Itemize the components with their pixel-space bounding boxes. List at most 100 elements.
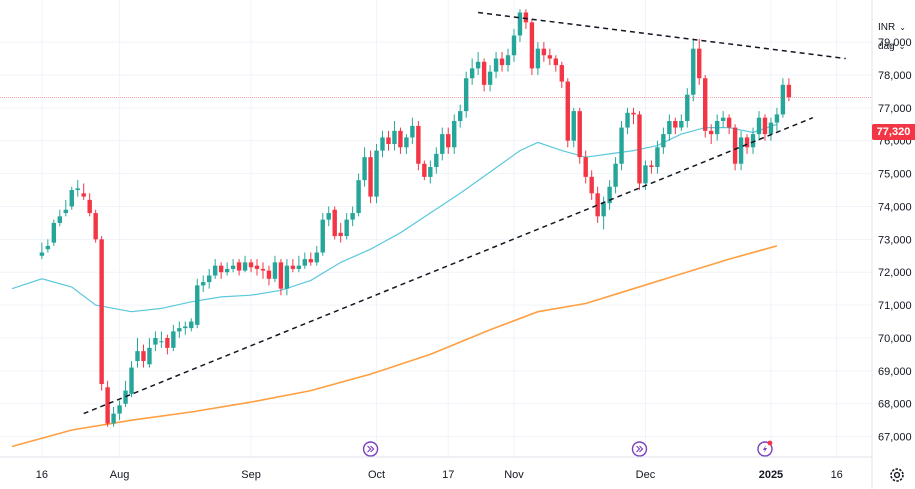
candle (631, 107, 636, 125)
interval-label: dag (878, 41, 895, 52)
gear-icon[interactable] (888, 466, 906, 484)
candle (177, 321, 182, 338)
candle (428, 160, 433, 184)
candle (481, 58, 487, 92)
candle-body (266, 270, 272, 279)
candle-body (577, 111, 582, 158)
bolt-icon (762, 445, 767, 453)
candle-body (338, 232, 343, 237)
candle (135, 337, 140, 368)
y-tick-label: 77,000 (878, 103, 912, 115)
chevron-down-icon: ⌄ (899, 23, 906, 32)
candle (691, 38, 696, 102)
candle-body (774, 114, 780, 123)
candle (440, 127, 445, 161)
candle-body (147, 347, 152, 365)
candle (57, 209, 63, 227)
currency-selector[interactable]: INR ⌄ (878, 22, 906, 33)
last-price-tag: 77,320 (872, 124, 915, 140)
candle-body (481, 61, 487, 85)
candle-body (703, 78, 708, 131)
y-tick-label: 75,000 (878, 169, 912, 181)
chevrons-right-icon (367, 445, 375, 453)
candle-body (177, 328, 182, 332)
candle (302, 252, 308, 269)
candle-body (374, 150, 379, 197)
candle-body (631, 112, 636, 115)
candle (738, 130, 744, 171)
candle-body (123, 390, 128, 404)
candle (649, 160, 654, 174)
candle-body (720, 117, 726, 121)
candle-body (296, 265, 302, 269)
candle-body (57, 216, 63, 223)
y-tick-label: 69,000 (878, 366, 912, 378)
candle (541, 42, 547, 62)
candle (356, 173, 361, 217)
candle-body (565, 81, 570, 141)
candle-body (529, 22, 535, 69)
candle-body (708, 130, 714, 135)
trendlines-layer (83, 11, 846, 415)
candle-body (278, 262, 284, 289)
candle (458, 104, 463, 128)
candle-body (320, 219, 325, 253)
candle (493, 51, 499, 79)
candle (661, 127, 666, 154)
candle-body (463, 78, 469, 112)
candle (338, 222, 343, 243)
candle (499, 51, 505, 72)
interval-selector[interactable]: dag ⌄ (878, 41, 905, 52)
candle (63, 199, 68, 217)
candle-body (553, 58, 559, 66)
candle (87, 193, 92, 217)
candle (123, 380, 128, 408)
candle (589, 170, 594, 200)
flash-event-icon (757, 440, 773, 457)
candle-body (619, 127, 624, 164)
candle-body (242, 262, 248, 271)
candle-body (661, 134, 666, 148)
candle (714, 114, 720, 141)
candle-body (45, 245, 51, 250)
candle-body (655, 147, 660, 168)
candle (147, 337, 152, 368)
candle (517, 9, 523, 43)
candle (547, 48, 553, 66)
candle-body (284, 265, 290, 289)
candle-body (111, 413, 116, 424)
candle-body (350, 213, 355, 220)
candle (398, 127, 403, 154)
candle (218, 262, 224, 279)
candle (236, 259, 242, 276)
candle (105, 380, 110, 427)
candle-body (189, 321, 194, 329)
candle (750, 127, 756, 154)
candle (326, 206, 331, 227)
x-tick-label: 16 (831, 469, 843, 481)
candle (207, 268, 212, 289)
candle (637, 111, 642, 191)
y-tick-label: 67,000 (878, 432, 912, 444)
candle-body (386, 137, 391, 145)
candle-body (201, 282, 206, 286)
candle-body (744, 137, 750, 148)
candle (619, 120, 624, 171)
candle (308, 252, 313, 266)
candle-body (559, 65, 564, 82)
chevron-down-icon: ⌄ (898, 42, 906, 51)
candle (290, 259, 296, 273)
candles-layer (39, 9, 792, 427)
candle (416, 120, 421, 171)
candle (212, 259, 218, 279)
candle-body (254, 265, 260, 269)
candle (720, 111, 726, 128)
chevrons-right-icon (636, 445, 644, 453)
candle (380, 130, 385, 158)
candle (475, 51, 481, 75)
candle (117, 400, 122, 421)
candle-body (786, 84, 792, 98)
candle-body (332, 209, 337, 237)
candle-body (93, 213, 98, 240)
